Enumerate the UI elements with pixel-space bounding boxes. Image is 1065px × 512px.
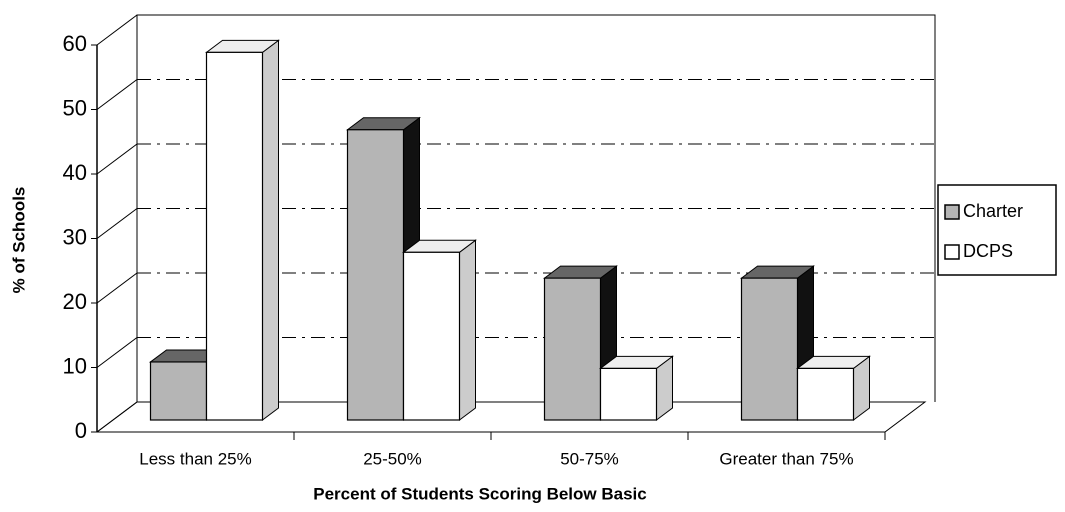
- side-grid: [96, 143, 138, 175]
- y-tick-label: 50: [63, 95, 87, 120]
- y-axis-title: % of Schools: [9, 187, 28, 294]
- y-tick-label: 40: [63, 160, 87, 185]
- legend-swatch: [944, 244, 960, 260]
- legend-swatch: [944, 204, 960, 220]
- legend-label: DCPS: [963, 241, 1013, 261]
- y-tick-label: 10: [63, 353, 87, 378]
- side-grid: [96, 79, 138, 110]
- side-grid: [96, 208, 138, 239]
- side-grid: [96, 401, 138, 433]
- bar: [740, 277, 799, 421]
- side-grid: [96, 14, 138, 46]
- bar-side: [262, 39, 279, 421]
- bar: [346, 129, 405, 421]
- x-tick-label: 50-75%: [560, 449, 619, 468]
- side-grid: [96, 337, 138, 368]
- bar: [205, 51, 264, 421]
- y-tick-label: 0: [75, 418, 87, 443]
- bar: [796, 367, 855, 421]
- x-tick-label: Less than 25%: [139, 449, 251, 468]
- legend-label: Charter: [963, 201, 1023, 221]
- bar: [599, 367, 658, 421]
- y-tick-label: 20: [63, 289, 87, 314]
- side-grid: [96, 272, 138, 304]
- bar: [543, 277, 602, 421]
- x-axis-title: Percent of Students Scoring Below Basic: [313, 484, 646, 503]
- bar: [402, 251, 461, 421]
- y-tick-label: 30: [63, 224, 87, 249]
- x-tick-label: Greater than 75%: [719, 449, 853, 468]
- bar-side: [459, 239, 476, 421]
- x-tick-label: 25-50%: [363, 449, 422, 468]
- legend: [937, 184, 1057, 276]
- bar: [149, 361, 208, 421]
- y-tick-label: 60: [63, 31, 87, 56]
